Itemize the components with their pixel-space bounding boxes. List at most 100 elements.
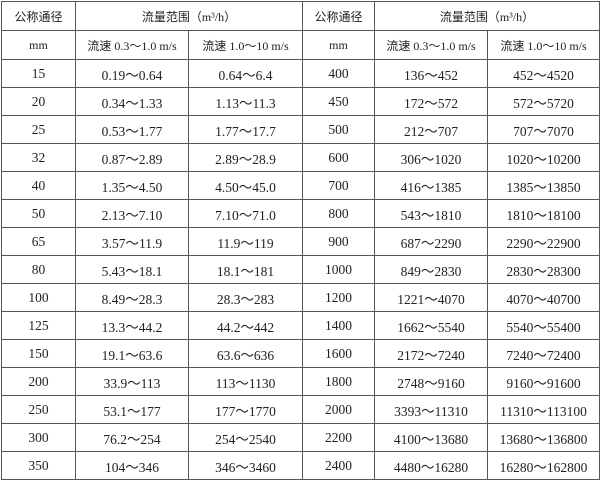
- cell-flow-low: 2172～7240: [374, 339, 488, 368]
- table-row: 25 0.53～1.77 1.77～17.7 500 212～707 707～7070: [1, 115, 600, 144]
- cell-dn: 20: [1, 87, 76, 116]
- cell-flow-high: 1.13～11.3: [188, 87, 303, 116]
- cell-flow-low: 543～1810: [374, 199, 488, 228]
- cell-flow-high: 13680～136800: [487, 423, 600, 452]
- cell-dn: 100: [1, 283, 76, 312]
- flow-range-header: 流量范围（m³/h）: [75, 1, 303, 31]
- table-row: 65 3.57～11.9 11.9～119 900 687～2290 2290～22900: [1, 227, 600, 256]
- cell-flow-high: 44.2～442: [188, 311, 303, 340]
- speed-high-header: 流速 1.0～10 m/s: [188, 30, 303, 60]
- cell-dn: 50: [1, 199, 76, 228]
- cell-dn: 40: [1, 171, 76, 200]
- cell-dn: 800: [302, 199, 375, 228]
- cell-flow-low: 212～707: [374, 115, 488, 144]
- cell-flow-low: 2748～9160: [374, 367, 488, 396]
- table-row: 100 8.49～28.3 28.3～283 1200 1221～4070 4070～40…: [1, 283, 600, 312]
- cell-dn: 32: [1, 143, 76, 172]
- table-row: 300 76.2～254 254～2540 2200 4100～13680 13680～1…: [1, 423, 600, 452]
- cell-dn: 15: [1, 59, 76, 88]
- cell-flow-low: 8.49～28.3: [75, 283, 189, 312]
- cell-dn: 65: [1, 227, 76, 256]
- cell-flow-high: 177～1770: [188, 395, 303, 424]
- cell-flow-high: 2290～22900: [487, 227, 600, 256]
- cell-dn: 125: [1, 311, 76, 340]
- cell-flow-low: 2.13～7.10: [75, 199, 189, 228]
- cell-flow-low: 0.87～2.89: [75, 143, 189, 172]
- cell-flow-low: 1.35～4.50: [75, 171, 189, 200]
- table-row: 350 104～346 346～3460 2400 4480～16280 16280～16…: [1, 451, 600, 480]
- cell-flow-high: 16280～162800: [487, 451, 600, 480]
- cell-flow-low: 849～2830: [374, 255, 488, 284]
- cell-dn: 1400: [302, 311, 375, 340]
- cell-flow-high: 7.10～71.0: [188, 199, 303, 228]
- cell-flow-high: 572～5720: [487, 87, 600, 116]
- cell-flow-low: 0.19～0.64: [75, 59, 189, 88]
- table-row: 250 53.1～177 177～1770 2000 3393～11310 11310～1…: [1, 395, 600, 424]
- table-row: 20 0.34～1.33 1.13～11.3 450 172～572 572～5720: [1, 87, 600, 116]
- table-row: 50 2.13～7.10 7.10～71.0 800 543～1810 1810～1810…: [1, 199, 600, 228]
- cell-flow-high: 4070～40700: [487, 283, 600, 312]
- cell-flow-high: 11.9～119: [188, 227, 303, 256]
- cell-flow-high: 707～7070: [487, 115, 600, 144]
- cell-dn: 1200: [302, 283, 375, 312]
- cell-dn: 500: [302, 115, 375, 144]
- cell-flow-low: 76.2～254: [75, 423, 189, 452]
- cell-flow-high: 1020～10200: [487, 143, 600, 172]
- cell-flow-high: 113～1130: [188, 367, 303, 396]
- cell-dn: 1800: [302, 367, 375, 396]
- cell-flow-high: 452～4520: [487, 59, 600, 88]
- cell-flow-low: 104～346: [75, 451, 189, 480]
- unit-header: mm: [1, 30, 76, 60]
- cell-flow-low: 3393～11310: [374, 395, 488, 424]
- cell-flow-low: 1221～4070: [374, 283, 488, 312]
- cell-flow-high: 2830～28300: [487, 255, 600, 284]
- cell-flow-high: 0.64～6.4: [188, 59, 303, 88]
- table-row: 40 1.35～4.50 4.50～45.0 700 416～1385 1385～1385…: [1, 171, 600, 200]
- cell-dn: 350: [1, 451, 76, 480]
- cell-flow-low: 172～572: [374, 87, 488, 116]
- cell-flow-low: 19.1～63.6: [75, 339, 189, 368]
- cell-flow-low: 3.57～11.9: [75, 227, 189, 256]
- cell-dn: 2400: [302, 451, 375, 480]
- cell-flow-high: 9160～91600: [487, 367, 600, 396]
- cell-flow-high: 1810～18100: [487, 199, 600, 228]
- cell-dn: 25: [1, 115, 76, 144]
- table-row: 80 5.43～18.1 18.1～181 1000 849～2830 2830～2830…: [1, 255, 600, 284]
- cell-dn: 600: [302, 143, 375, 172]
- cell-flow-high: 5540～55400: [487, 311, 600, 340]
- speed-low-header: 流速 0.3～1.0 m/s: [374, 30, 488, 60]
- speed-high-header: 流速 1.0～10 m/s: [487, 30, 600, 60]
- cell-flow-low: 687～2290: [374, 227, 488, 256]
- cell-flow-high: 1.77～17.7: [188, 115, 303, 144]
- cell-flow-low: 53.1～177: [75, 395, 189, 424]
- cell-flow-high: 18.1～181: [188, 255, 303, 284]
- cell-flow-high: 4.50～45.0: [188, 171, 303, 200]
- cell-flow-high: 7240～72400: [487, 339, 600, 368]
- cell-flow-high: 346～3460: [188, 451, 303, 480]
- cell-flow-low: 4480～16280: [374, 451, 488, 480]
- header-row-2: mm 流速 0.3～1.0 m/s 流速 1.0～10 m/s mm 流速 0.…: [1, 30, 600, 60]
- cell-flow-low: 0.53～1.77: [75, 115, 189, 144]
- table-row: 150 19.1～63.6 63.6～636 1600 2172～7240 7240～72…: [1, 339, 600, 368]
- cell-dn: 700: [302, 171, 375, 200]
- cell-dn: 2000: [302, 395, 375, 424]
- cell-flow-low: 13.3～44.2: [75, 311, 189, 340]
- cell-flow-high: 2.89～28.9: [188, 143, 303, 172]
- cell-dn: 1000: [302, 255, 375, 284]
- cell-flow-low: 0.34～1.33: [75, 87, 189, 116]
- cell-dn: 200: [1, 367, 76, 396]
- dn-header: 公称通径: [302, 1, 375, 31]
- cell-flow-low: 33.9～113: [75, 367, 189, 396]
- cell-dn: 1600: [302, 339, 375, 368]
- cell-flow-low: 416～1385: [374, 171, 488, 200]
- cell-dn: 150: [1, 339, 76, 368]
- table-row: 125 13.3～44.2 44.2～442 1400 1662～5540 5540～55…: [1, 311, 600, 340]
- cell-flow-low: 306～1020: [374, 143, 488, 172]
- cell-dn: 400: [302, 59, 375, 88]
- cell-dn: 2200: [302, 423, 375, 452]
- cell-flow-low: 5.43～18.1: [75, 255, 189, 284]
- cell-dn: 900: [302, 227, 375, 256]
- cell-dn: 80: [1, 255, 76, 284]
- cell-flow-low: 136～452: [374, 59, 488, 88]
